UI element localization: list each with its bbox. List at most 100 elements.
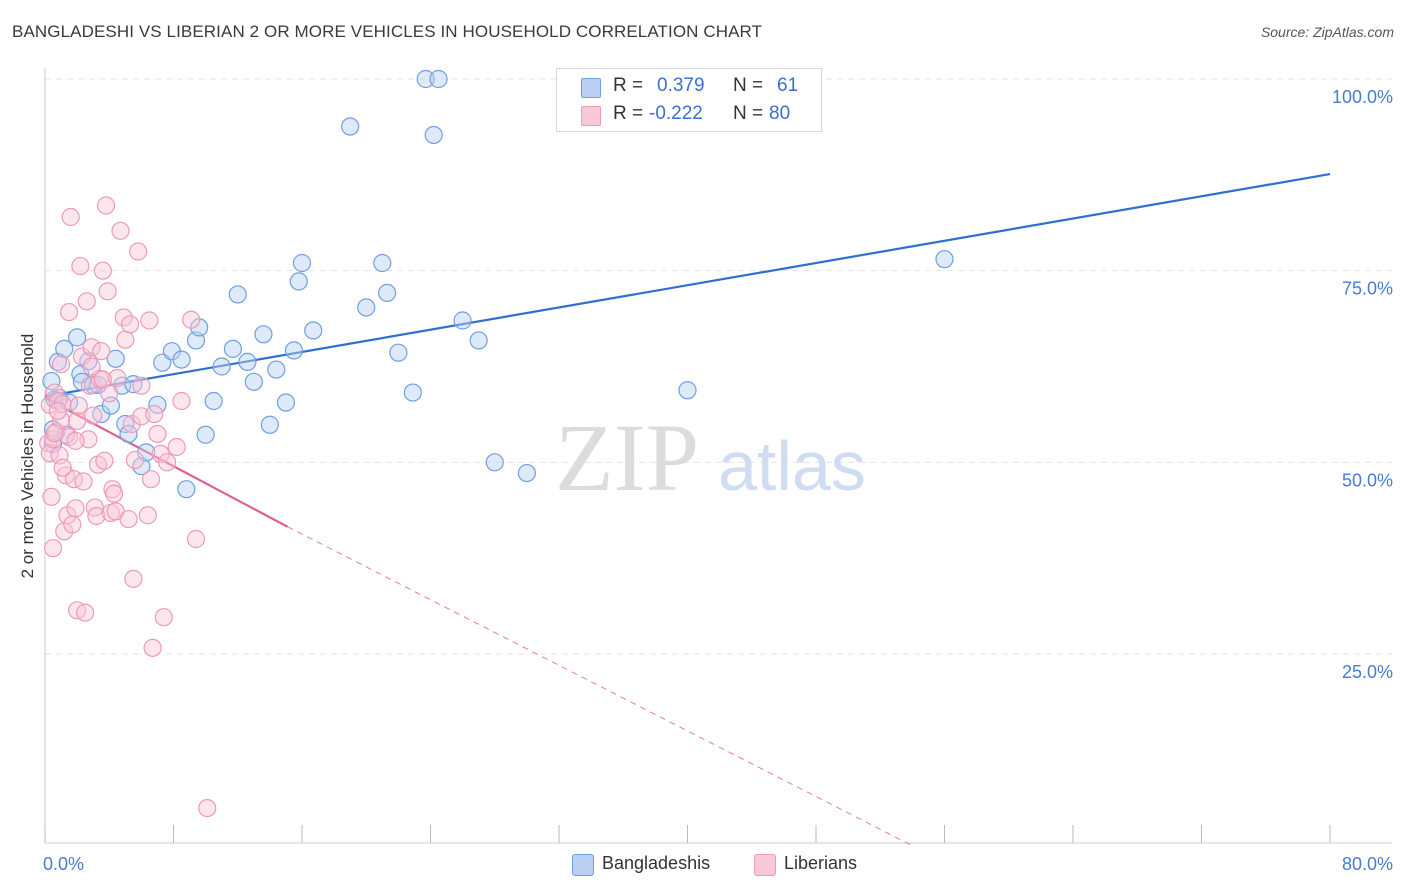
y-axis-label: 2 or more Vehicles in Household	[18, 334, 37, 579]
liberian-point	[186, 529, 206, 549]
liberian-point	[111, 221, 130, 240]
bangladeshi-point	[267, 360, 286, 379]
bottom-legend-label: Liberians	[784, 853, 858, 873]
legend-n-value: 80	[769, 103, 791, 124]
chart-source: Source: ZipAtlas.com	[1260, 24, 1394, 40]
liberian-point	[154, 608, 173, 627]
bangladeshi-point	[403, 383, 422, 402]
bangladeshi-point	[116, 414, 135, 434]
liberian-point	[48, 401, 67, 421]
axes	[44, 68, 1392, 844]
liberian-point	[125, 450, 145, 470]
liberian-point	[68, 411, 87, 431]
bangladeshi-point	[177, 480, 196, 499]
liberian-point	[76, 603, 95, 622]
bangladeshi-point	[55, 339, 74, 358]
liberian-point	[198, 798, 217, 818]
liberian-point	[77, 292, 96, 311]
bangladeshi-point	[678, 381, 697, 400]
liberian-point	[43, 539, 63, 558]
bangladeshi-point	[223, 339, 243, 358]
bangladeshi-point	[292, 253, 312, 273]
bangladeshi-point	[935, 250, 954, 269]
liberian-point	[129, 242, 148, 261]
liberian-point	[182, 310, 201, 329]
liberian-point	[132, 376, 151, 395]
liberian-point	[172, 391, 191, 411]
watermark-atlas: atlas	[718, 427, 866, 505]
liberian-point	[124, 569, 143, 588]
chart-title: BANGLADESHI VS LIBERIAN 2 OR MORE VEHICL…	[12, 22, 763, 41]
bangladeshi-point	[79, 352, 98, 371]
bangladeshi-point	[485, 453, 504, 472]
liberian-point	[119, 509, 138, 529]
watermark-zip: ZIP	[555, 404, 699, 511]
bangladeshi-point	[373, 253, 392, 273]
bangladeshi-point	[254, 325, 273, 344]
liberian-point	[140, 311, 159, 330]
liberian-point	[48, 391, 67, 411]
liberian-point	[116, 330, 135, 349]
bangladeshi-point	[276, 393, 296, 412]
bangladeshi-point	[212, 357, 231, 376]
tick-labels: 100.0% 75.0% 50.0% 25.0% 0.0% 80.0%	[43, 87, 1393, 874]
bangladeshi-point	[378, 283, 397, 302]
bangladeshi-point	[289, 272, 308, 291]
y-tick-label: 75.0%	[1342, 279, 1393, 299]
liberian-point	[98, 282, 117, 301]
liberian-point	[61, 207, 80, 227]
liberian-point	[59, 302, 79, 322]
liberian-point	[122, 414, 141, 434]
liberian-point	[93, 370, 112, 389]
bangladeshi-point	[469, 331, 488, 350]
bottom-legend-swatch-blue	[572, 854, 594, 876]
liberian-point	[138, 506, 157, 525]
legend-n-value: 61	[777, 75, 799, 96]
liberian-point	[157, 453, 177, 472]
data-points	[39, 69, 954, 818]
bangladeshi-point	[284, 341, 304, 360]
liberian-point	[69, 396, 88, 415]
bangladeshi-point	[196, 425, 215, 444]
liberian-point	[145, 404, 164, 424]
bangladeshi-point	[357, 298, 376, 317]
bangladeshi-point	[429, 69, 448, 89]
liberian-point	[143, 638, 162, 657]
liberian-point	[114, 308, 133, 327]
bangladeshi-point	[416, 69, 435, 89]
bangladeshi-point	[228, 285, 247, 304]
liberian-point	[87, 506, 106, 526]
liberian-point	[74, 472, 93, 491]
legend-r-value: -0.222	[649, 103, 703, 124]
liberian-point	[63, 515, 82, 534]
bangladeshi-point	[260, 415, 279, 434]
bangladeshi-point	[204, 391, 223, 411]
bangladeshi-point	[244, 372, 263, 391]
legend-r-value: 0.379	[657, 75, 705, 96]
bangladeshi-point	[341, 117, 360, 136]
y-tick-label: 25.0%	[1342, 662, 1393, 682]
bangladeshi-point	[238, 352, 257, 371]
bangladeshi-point	[106, 349, 125, 368]
bangladeshi-point	[424, 125, 443, 145]
legend-swatch-blue	[581, 78, 601, 98]
liberian-point	[45, 424, 64, 443]
liberian-point	[93, 261, 112, 280]
legend-row-liberians: R = -0.222 N = 80	[557, 101, 821, 129]
liberian-point	[72, 347, 92, 366]
bangladeshi-point	[42, 371, 61, 391]
liberian-point	[167, 437, 186, 457]
liberian-point	[108, 368, 127, 388]
liberian-point	[84, 406, 103, 425]
x-tick-label: 0.0%	[43, 854, 84, 874]
legend-n-label: N =	[733, 103, 764, 124]
bangladeshi-trend-line	[44, 172, 1331, 398]
bangladeshi-point	[119, 424, 138, 444]
liberian-point	[121, 315, 140, 334]
bottom-legend-label: Bangladeshis	[602, 853, 711, 873]
y-tick-label: 100.0%	[1332, 87, 1393, 107]
bangladeshi-point	[304, 321, 323, 340]
legend-swatch-pink	[581, 106, 601, 126]
bangladeshi-point	[453, 311, 472, 330]
